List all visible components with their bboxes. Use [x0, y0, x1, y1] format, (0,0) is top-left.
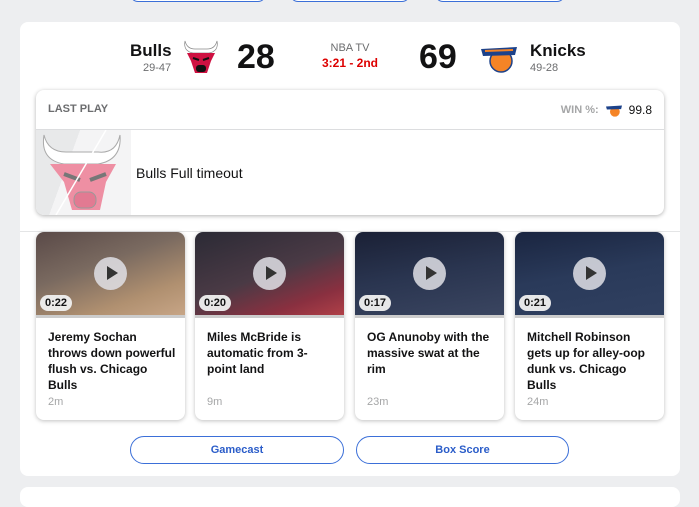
knicks-logo-icon [605, 105, 622, 117]
last-play-text: Bulls Full timeout [136, 165, 243, 181]
video-title[interactable]: Jeremy Sochan throws down powerful flush… [48, 330, 176, 392]
away-score: 28 [237, 38, 275, 76]
video-age: 9m [207, 396, 223, 408]
video-card[interactable]: 0:21 Mitchell Robinson gets up for alley… [515, 232, 664, 420]
video-duration: 0:17 [359, 295, 392, 311]
next-game-card [20, 487, 680, 507]
bulls-watermark-icon [36, 129, 131, 215]
win-probability: WIN %: 99.8 [561, 102, 652, 118]
video-duration: 0:21 [519, 295, 552, 311]
video-thumbnail[interactable]: 0:21 [515, 232, 664, 318]
away-team-record: 29-47 [143, 62, 172, 74]
win-label: WIN %: [560, 104, 599, 116]
video-title[interactable]: Mitchell Robinson gets up for alley-oop … [527, 330, 646, 392]
video-title[interactable]: OG Anunoby with the massive swat at the … [367, 330, 490, 376]
video-card[interactable]: 0:22 Jeremy Sochan throws down powerful … [36, 232, 185, 420]
play-icon[interactable] [253, 257, 286, 290]
video-card[interactable]: 0:20 Miles McBride is automatic from 3-p… [195, 232, 344, 420]
video-age: 24m [527, 396, 549, 408]
last-play-panel: LAST PLAY WIN %: 99.8 Bulls Full timeout [36, 90, 664, 215]
home-score: 69 [419, 38, 457, 76]
bulls-logo-icon [184, 40, 218, 73]
prev-card-button[interactable] [290, 0, 410, 2]
home-team-name[interactable]: Knicks [530, 41, 586, 60]
video-card[interactable]: 0:17 OG Anunoby with the massive swat at… [355, 232, 504, 420]
video-age: 23m [367, 396, 389, 408]
video-duration: 0:22 [40, 295, 73, 311]
video-age: 2m [48, 396, 64, 408]
game-card: Bulls 29-47 28 NBA TV 3:21 - 2nd 69 Knic… [20, 22, 680, 476]
play-icon[interactable] [573, 257, 606, 290]
last-play-title: LAST PLAY [48, 103, 109, 115]
prev-card-button[interactable] [130, 0, 266, 2]
divider [20, 231, 680, 232]
play-icon[interactable] [94, 257, 127, 290]
home-team-record: 49-28 [530, 62, 559, 74]
gamecast-button[interactable]: Gamecast [130, 436, 344, 464]
video-thumbnail[interactable]: 0:22 [36, 232, 185, 318]
video-title[interactable]: Miles McBride is automatic from 3-point … [207, 330, 308, 376]
video-thumbnail[interactable]: 0:17 [355, 232, 504, 318]
game-clock: 3:21 - 2nd [321, 56, 378, 70]
video-thumbnail[interactable]: 0:20 [195, 232, 344, 318]
prev-card-button[interactable] [435, 0, 565, 2]
box-score-button[interactable]: Box Score [356, 436, 569, 464]
win-value: 99.8 [628, 103, 652, 117]
broadcast-network: NBA TV [330, 42, 370, 54]
video-duration: 0:20 [199, 295, 232, 311]
knicks-logo-icon [481, 47, 517, 73]
away-team-name[interactable]: Bulls [130, 41, 172, 60]
play-icon[interactable] [413, 257, 446, 290]
